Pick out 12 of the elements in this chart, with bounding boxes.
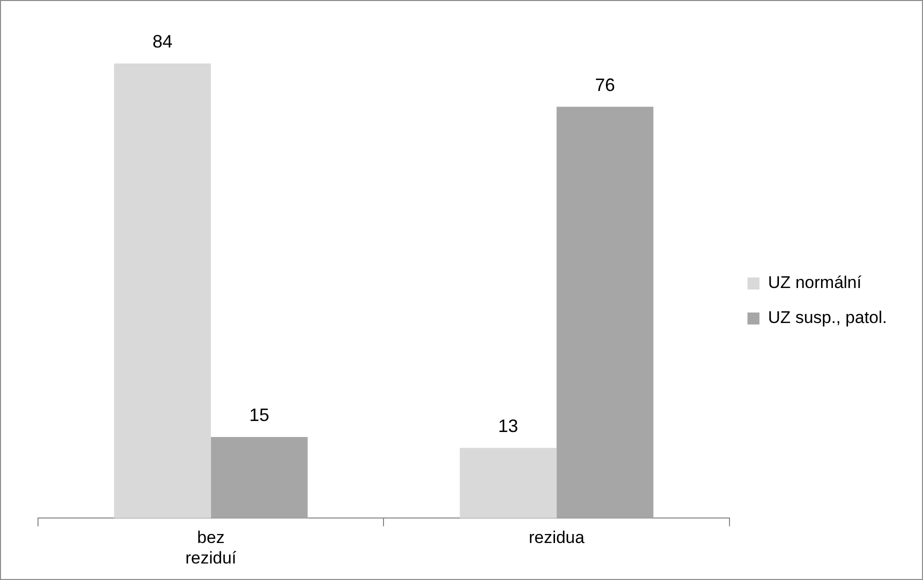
bar	[460, 448, 557, 518]
data-label: 84	[152, 31, 172, 52]
data-label: 13	[498, 416, 518, 436]
data-label: 15	[249, 404, 270, 425]
bar	[556, 106, 654, 518]
legend-label: UZ susp., patol.	[768, 308, 888, 328]
data-label: 76	[594, 74, 616, 95]
x-tick-label: rezidua	[528, 528, 586, 548]
bar	[210, 437, 308, 518]
x-tick-label: bez reziduí	[185, 528, 237, 568]
bar	[114, 63, 211, 518]
legend-label: UZ normální	[768, 273, 862, 292]
